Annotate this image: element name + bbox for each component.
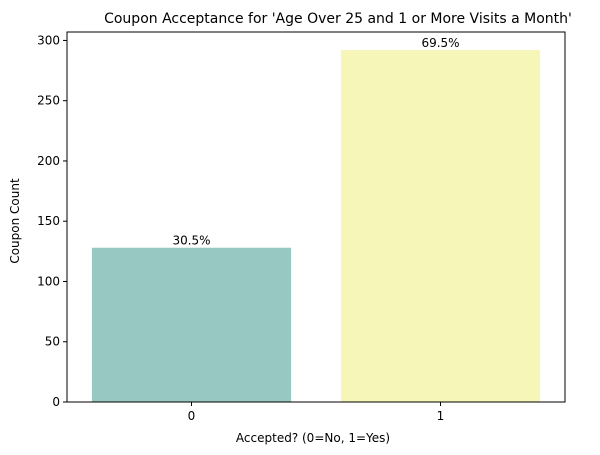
y-tick-label-200: 200: [37, 154, 60, 168]
y-tick-label-100: 100: [37, 274, 60, 288]
y-tick-label-300: 300: [37, 33, 60, 47]
x-tick-label-1: 1: [437, 409, 445, 423]
data-labels-group: 30.5% 69.5%: [172, 36, 459, 248]
bar-1: [340, 50, 541, 402]
x-tick-label-0: 0: [188, 409, 196, 423]
plot-frame: [66, 31, 566, 403]
y-tick-label-250: 250: [37, 94, 60, 108]
y-tick-label-50: 50: [45, 335, 60, 349]
y-tick-label-150: 150: [37, 214, 60, 228]
y-axis-label: Coupon Count: [8, 178, 22, 264]
y-axis: 0 50 100 150 200 250 300: [37, 33, 67, 409]
x-axis-label: Accepted? (0=No, 1=Yes): [236, 431, 390, 445]
bars-group: [91, 50, 541, 402]
data-label-0: 30.5%: [172, 234, 210, 248]
chart-title: Coupon Acceptance for 'Age Over 25 and 1…: [104, 11, 572, 27]
y-tick-label-0: 0: [52, 395, 60, 409]
bar-0: [91, 247, 292, 402]
data-label-1: 69.5%: [421, 36, 459, 50]
